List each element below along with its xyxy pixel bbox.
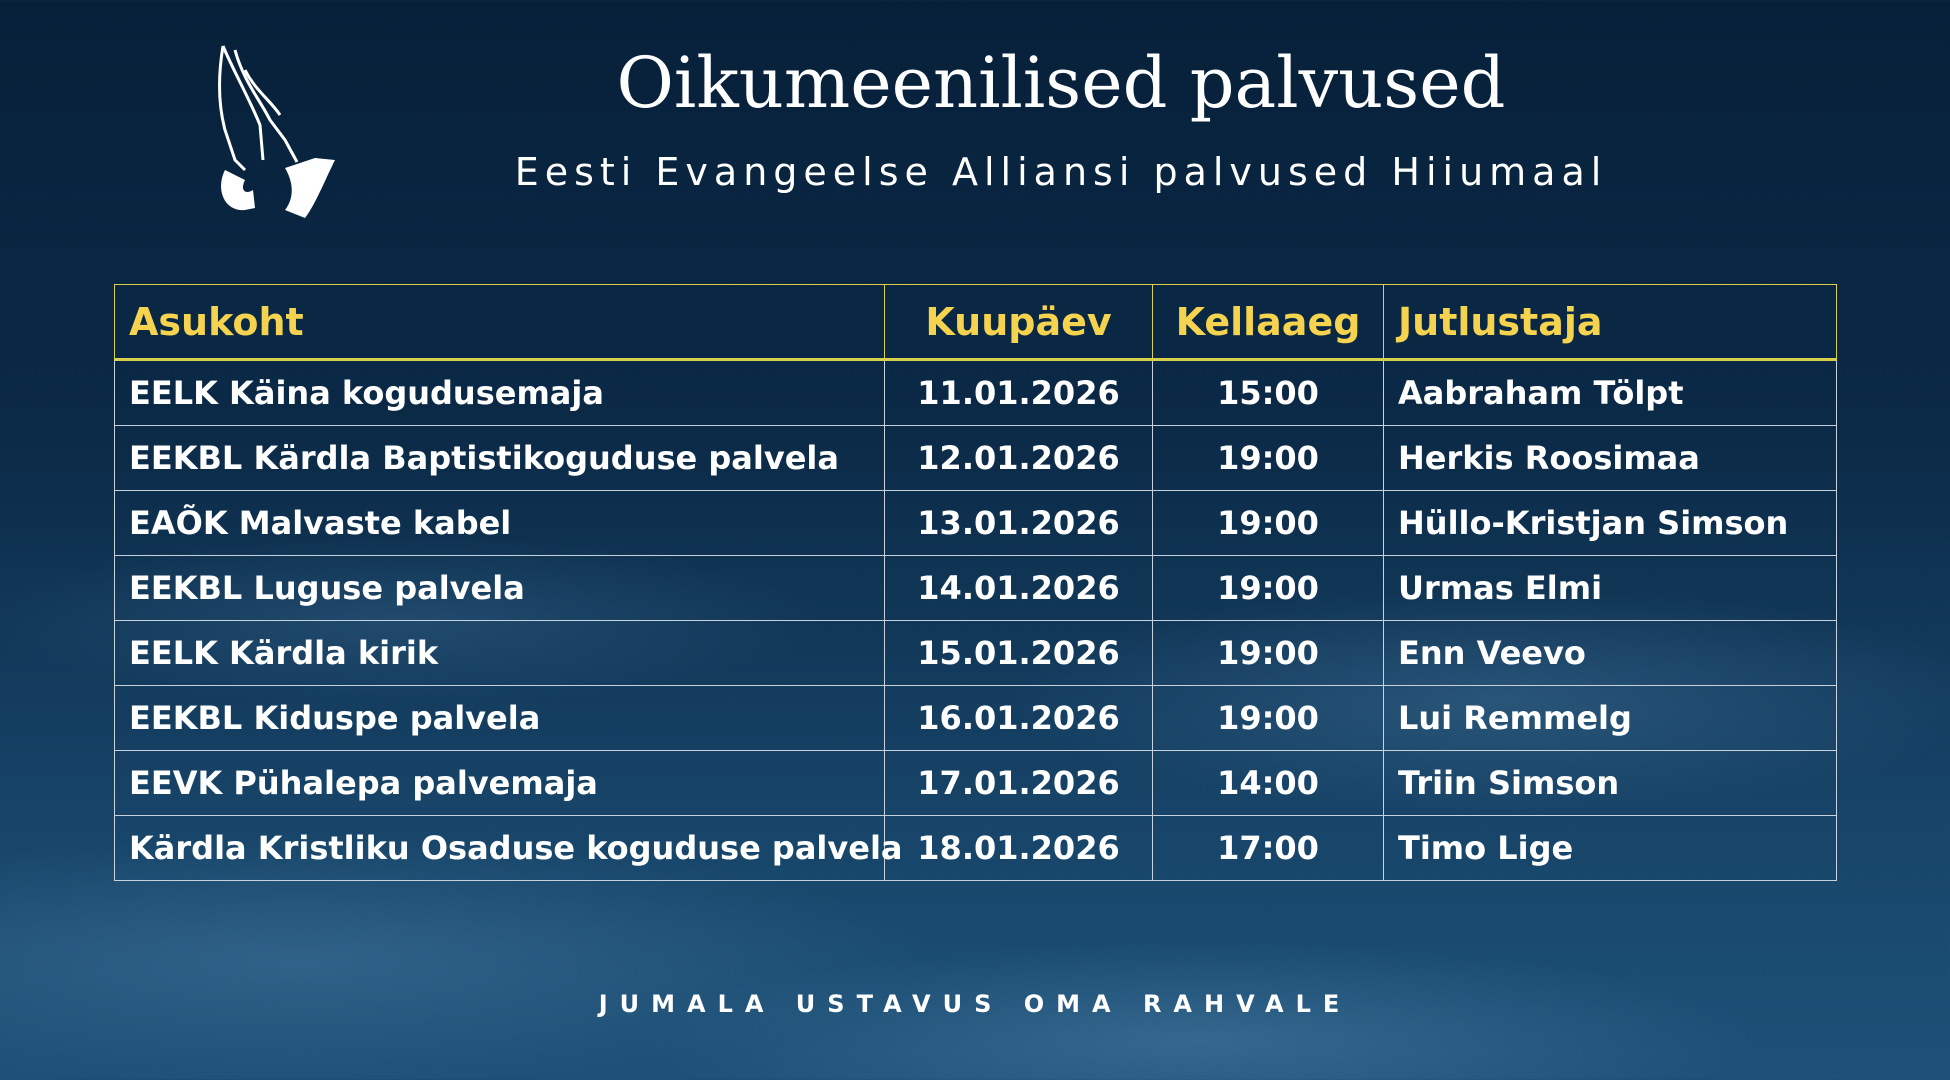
table-cell: Timo Lige — [1383, 815, 1837, 881]
table-row: EEVK Pühalepa palvemaja 17.01.2026 14:00 Tr… — [114, 750, 1837, 816]
table-cell: 16.01.2026 — [884, 685, 1153, 751]
table-cell: Aabraham Tölpt — [1383, 359, 1837, 426]
praying-hands-icon — [218, 45, 335, 218]
table-cell: 19:00 — [1152, 685, 1384, 751]
table-cell: Lui Remmelg — [1383, 685, 1837, 751]
table-cell: 15.01.2026 — [884, 620, 1153, 686]
table-cell: 19:00 — [1152, 490, 1384, 556]
table-cell: 18.01.2026 — [884, 815, 1153, 881]
schedule-table: Asukoht Kuupäev Kellaaeg Jutlustaja EELK Kä… — [114, 284, 1837, 881]
table-cell: EEKBL Luguse palvela — [114, 555, 885, 621]
table-cell: EAÕK Malvaste kabel — [114, 490, 885, 556]
table-row: EELK Käina kogudusemaja 11.01.2026 15:00 Aa… — [114, 359, 1837, 426]
column-header: Kellaaeg — [1152, 284, 1384, 361]
table-row: EEKBL Luguse palvela 14.01.2026 19:00 Urmas… — [114, 555, 1837, 621]
table-cell: EEVK Pühalepa palvemaja — [114, 750, 885, 816]
table-cell: 14:00 — [1152, 750, 1384, 816]
table-cell: 11.01.2026 — [884, 359, 1153, 426]
table-cell: 19:00 — [1152, 425, 1384, 491]
column-header: Jutlustaja — [1383, 284, 1837, 361]
table-row: EAÕK Malvaste kabel 13.01.2026 19:00 Hüllo-… — [114, 490, 1837, 556]
table-row: EEKBL Kärdla Baptistikoguduse palvela 12.… — [114, 425, 1837, 491]
table-cell: EEKBL Kiduspe palvela — [114, 685, 885, 751]
table-row: EELK Kärdla kirik 15.01.2026 19:00 Enn Veev… — [114, 620, 1837, 686]
table-cell: 17.01.2026 — [884, 750, 1153, 816]
table-cell: EEKBL Kärdla Baptistikoguduse palvela — [114, 425, 885, 491]
table-cell: 15:00 — [1152, 359, 1384, 426]
table-cell: Hüllo-Kristjan Simson — [1383, 490, 1837, 556]
column-header: Kuupäev — [884, 284, 1153, 361]
table-cell: Kärdla Kristliku Osaduse koguduse palvel… — [114, 815, 903, 881]
table-cell: EELK Käina kogudusemaja — [114, 359, 885, 426]
title: Oikumeenilised palvused — [616, 42, 1506, 124]
table-cell: Triin Simson — [1383, 750, 1837, 816]
table-row: EEKBL Kiduspe palvela 16.01.2026 19:00 Lui … — [114, 685, 1837, 751]
column-header: Asukoht — [114, 284, 885, 361]
header-row: Asukoht Kuupäev Kellaaeg Jutlustaja — [114, 284, 1837, 361]
table-cell: Herkis Roosimaa — [1383, 425, 1837, 491]
table-row: Kärdla Kristliku Osaduse koguduse palvel… — [114, 815, 1837, 881]
footer: JUMALA USTAVUS OMA RAHVALE — [598, 990, 1352, 1018]
table-cell: 19:00 — [1152, 620, 1384, 686]
table-cell: 17:00 — [1152, 815, 1384, 881]
table-cell: 14.01.2026 — [884, 555, 1153, 621]
subtitle: Eesti Evangeelse Alliansi palvused Hiium… — [514, 150, 1608, 194]
table-cell: 19:00 — [1152, 555, 1384, 621]
table-cell: 13.01.2026 — [884, 490, 1153, 556]
table-cell: EELK Kärdla kirik — [114, 620, 885, 686]
table-cell: Enn Veevo — [1383, 620, 1837, 686]
table-cell: 12.01.2026 — [884, 425, 1153, 491]
table-cell: Urmas Elmi — [1383, 555, 1837, 621]
